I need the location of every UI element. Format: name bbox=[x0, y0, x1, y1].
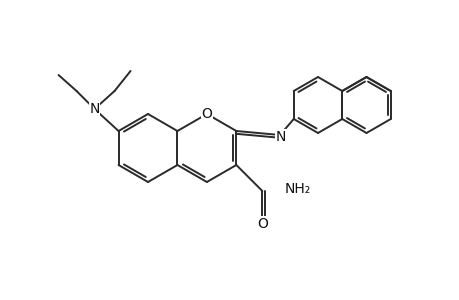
Text: N: N bbox=[89, 102, 100, 116]
Text: O: O bbox=[256, 217, 267, 231]
Text: O: O bbox=[201, 107, 212, 121]
Text: NH₂: NH₂ bbox=[284, 182, 310, 196]
Text: N: N bbox=[275, 130, 285, 144]
